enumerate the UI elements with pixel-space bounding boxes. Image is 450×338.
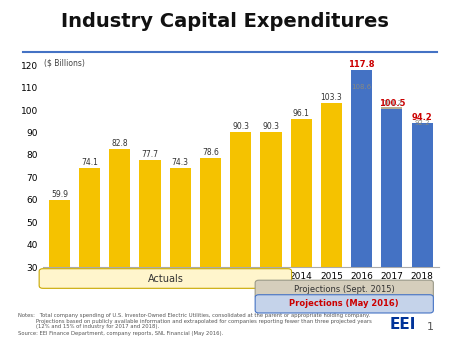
Text: 59.9: 59.9 xyxy=(51,190,68,199)
Bar xyxy=(200,158,221,267)
Text: 94.2: 94.2 xyxy=(412,113,432,122)
Text: Source: EEI Finance Department, company reports, SNL Financial (May 2016).: Source: EEI Finance Department, company … xyxy=(18,331,223,336)
Text: 101.2: 101.2 xyxy=(382,100,402,106)
Text: Notes:   Total company spending of U.S. Investor-Owned Electric Utilities, conso: Notes: Total company spending of U.S. In… xyxy=(18,313,370,318)
Text: 77.7: 77.7 xyxy=(142,150,158,159)
Bar xyxy=(381,107,402,267)
Text: Projections (Sept. 2015): Projections (Sept. 2015) xyxy=(294,285,395,294)
Text: 90.3: 90.3 xyxy=(232,122,249,131)
Text: 1: 1 xyxy=(427,322,434,332)
Bar xyxy=(381,109,402,267)
Text: ($ Billions): ($ Billions) xyxy=(44,58,85,68)
Bar xyxy=(412,128,433,267)
Bar xyxy=(79,168,100,267)
Bar xyxy=(109,149,130,267)
Text: Industry Capital Expenditures: Industry Capital Expenditures xyxy=(61,12,389,31)
Bar xyxy=(170,168,191,267)
Text: Projections (May 2016): Projections (May 2016) xyxy=(289,299,399,308)
Bar xyxy=(351,91,372,267)
Text: 92.2: 92.2 xyxy=(414,120,430,126)
Text: 74.3: 74.3 xyxy=(172,158,189,167)
Bar xyxy=(230,132,252,267)
Bar xyxy=(351,70,372,267)
Text: 74.1: 74.1 xyxy=(81,158,98,167)
Bar xyxy=(49,200,70,267)
Text: (12% and 15% of industry for 2017 and 2018).: (12% and 15% of industry for 2017 and 20… xyxy=(18,324,159,329)
Bar xyxy=(412,123,433,267)
Text: Actuals: Actuals xyxy=(148,273,183,284)
Bar xyxy=(291,119,312,267)
Bar xyxy=(140,160,161,267)
Text: 100.5: 100.5 xyxy=(378,99,405,108)
Text: Projections based on publicly available information and extrapolated for compani: Projections based on publicly available … xyxy=(18,319,372,324)
Text: 108.6: 108.6 xyxy=(351,84,372,90)
Text: 78.6: 78.6 xyxy=(202,148,219,157)
Text: 82.8: 82.8 xyxy=(112,139,128,148)
Bar xyxy=(261,132,282,267)
Bar xyxy=(321,103,342,267)
Text: 90.3: 90.3 xyxy=(262,122,279,131)
Text: EEI: EEI xyxy=(389,317,416,332)
Text: 103.3: 103.3 xyxy=(320,93,342,102)
Text: 117.8: 117.8 xyxy=(348,60,375,69)
Text: 96.1: 96.1 xyxy=(293,109,310,118)
